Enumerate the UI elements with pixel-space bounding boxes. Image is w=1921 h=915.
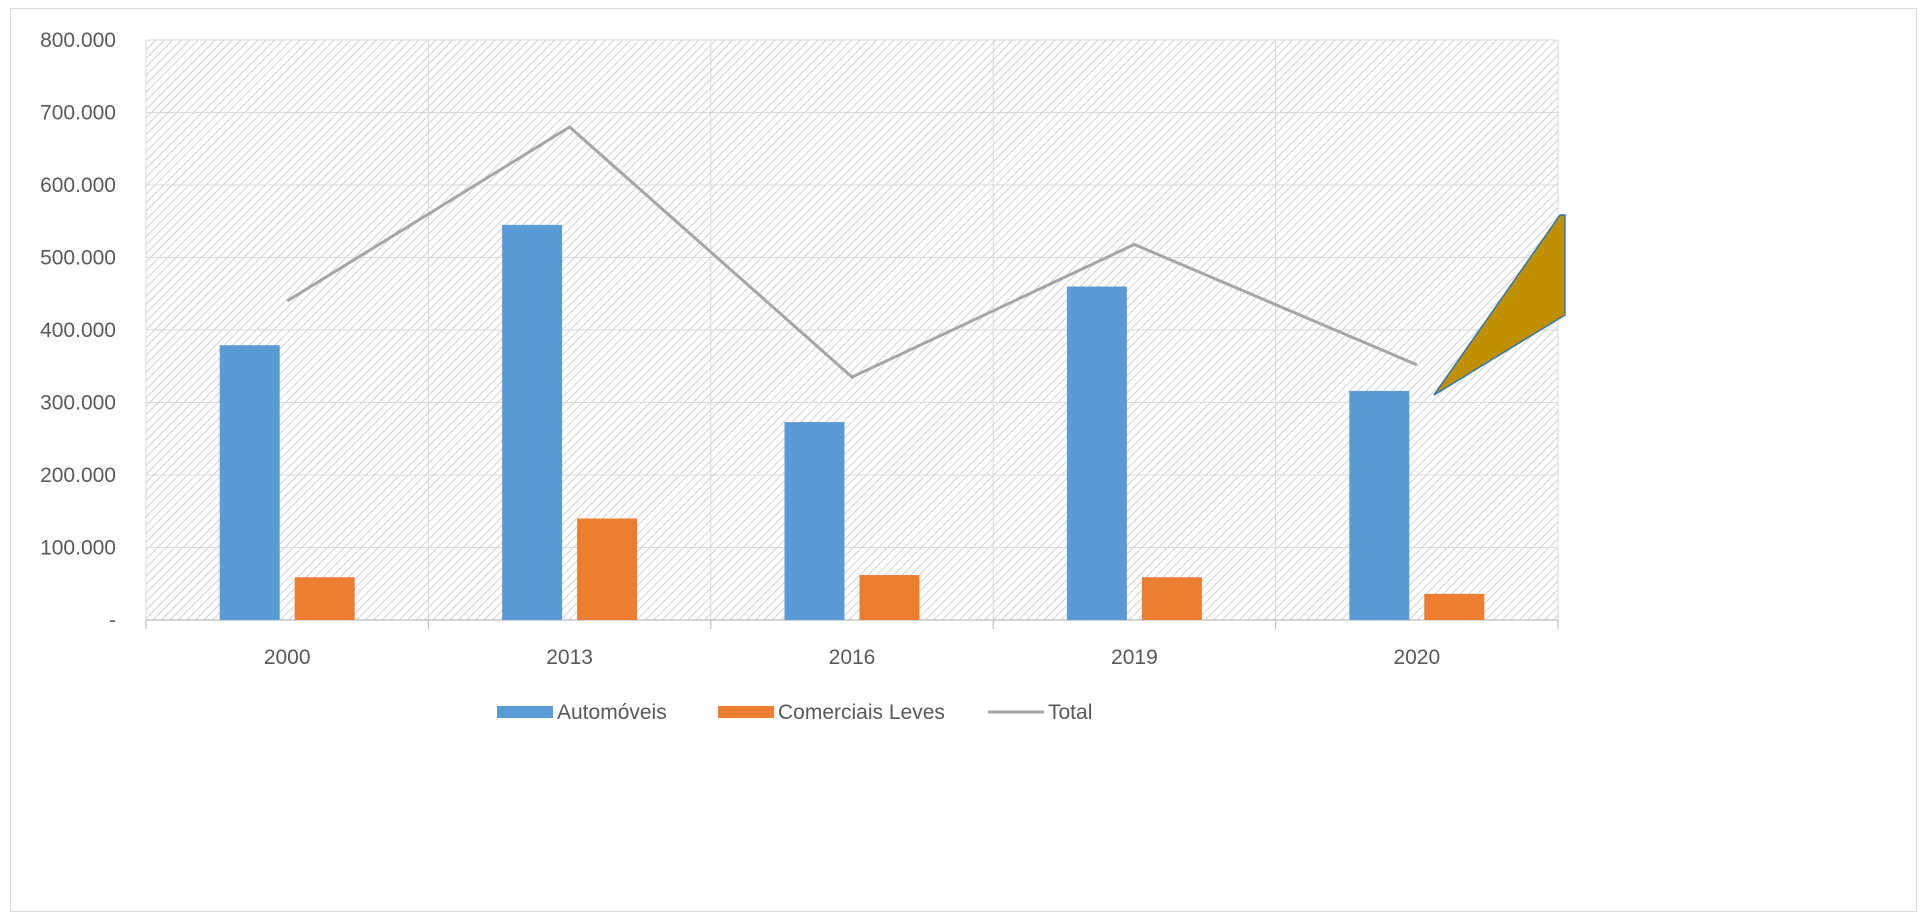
axes: - 100.000 200.000 300.000 400.000 500.000 600.… — [40, 29, 1559, 669]
bar-comerciais-leves — [1141, 577, 1202, 620]
callout-shape — [1433, 214, 1566, 396]
bar-autom-veis — [1066, 286, 1127, 620]
y-tick-label: 300.000 — [40, 392, 116, 415]
y-tick-label: 200.000 — [40, 464, 116, 487]
y-tick-label: 600.000 — [40, 174, 116, 197]
bar-autom-veis — [219, 345, 280, 620]
callout-pointer — [1433, 214, 1566, 396]
legend-swatch-comerciais-leves — [718, 706, 774, 718]
grid-lines — [145, 39, 1559, 620]
legend-label-comerciais-leves: Comerciais Leves — [778, 701, 945, 724]
bar-comerciais-leves — [577, 518, 638, 620]
legend-swatch-autom-veis — [497, 706, 553, 718]
bar-autom-veis — [1349, 390, 1410, 620]
legend-label-autom-veis: Automóveis — [557, 701, 667, 724]
bar-autom-veis — [502, 224, 563, 620]
y-tick-label: 500.000 — [40, 247, 116, 270]
x-tick-label: 2020 — [1393, 646, 1440, 669]
bars — [219, 224, 1485, 620]
x-tick-label: 2000 — [264, 646, 311, 669]
y-tick-label: - — [109, 609, 116, 632]
x-tick-label: 2013 — [546, 646, 593, 669]
y-tick-label: 800.000 — [40, 29, 116, 52]
bar-comerciais-leves — [294, 577, 355, 620]
total-line — [286, 125, 1418, 379]
bar-autom-veis — [784, 422, 845, 620]
y-tick-label: 700.000 — [40, 102, 116, 125]
legend-label-total: Total — [1048, 701, 1092, 724]
x-tick-label: 2019 — [1111, 646, 1158, 669]
x-tick-label: 2016 — [829, 646, 876, 669]
bar-comerciais-leves — [1424, 593, 1485, 620]
bar-comerciais-leves — [859, 575, 920, 620]
y-tick-label: 400.000 — [40, 319, 116, 342]
y-tick-label: 100.000 — [40, 537, 116, 560]
legend: Automóveis Comerciais Leves Total — [497, 701, 1092, 724]
